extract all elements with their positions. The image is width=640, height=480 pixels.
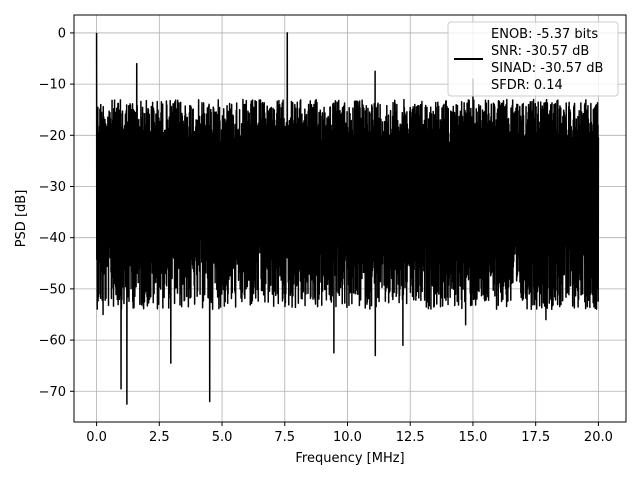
legend-enob: ENOB: -5.37 bits: [491, 27, 598, 42]
y-tick-label: −60: [39, 334, 66, 349]
y-tick-label: −30: [39, 180, 66, 195]
x-tick-label: 0.0: [86, 430, 107, 445]
x-tick-label: 15.0: [458, 430, 487, 445]
x-tick-label: 5.0: [212, 430, 233, 445]
y-tick-label: −20: [39, 129, 66, 144]
legend-sfdr: SFDR: 0.14: [491, 78, 563, 93]
x-tick-label: 10.0: [333, 430, 362, 445]
legend-snr: SNR: -30.57 dB: [491, 44, 589, 59]
y-tick-label: −50: [39, 282, 66, 297]
x-tick-label: 20.0: [584, 430, 613, 445]
y-tick-label: −40: [39, 231, 66, 246]
x-tick-label: 12.5: [396, 430, 425, 445]
plot-area: [95, 32, 600, 405]
x-tick-label: 7.5: [274, 430, 295, 445]
x-axis-ticks: 0.0 2.5 5.0 7.5 10.0 12.5 15.0 17.5 20.0: [86, 422, 613, 445]
y-tick-label: −70: [39, 385, 66, 400]
y-tick-label: −10: [39, 78, 66, 93]
y-axis-ticks: 0 −10 −20 −30 −40 −50 −60 −70: [39, 26, 74, 400]
y-axis-label: PSD [dB]: [14, 190, 29, 248]
legend-box: [447, 21, 619, 97]
x-tick-label: 17.5: [521, 430, 550, 445]
x-axis-label: Frequency [MHz]: [295, 451, 404, 466]
psd-series-line: [95, 32, 600, 405]
y-tick-label: 0: [58, 26, 66, 41]
x-tick-label: 2.5: [149, 430, 170, 445]
legend-sinad: SINAD: -30.57 dB: [491, 61, 603, 76]
legend: ENOB: -5.37 bits SNR: -30.57 dB SINAD: -…: [447, 21, 619, 97]
axes-frame: [73, 14, 627, 423]
